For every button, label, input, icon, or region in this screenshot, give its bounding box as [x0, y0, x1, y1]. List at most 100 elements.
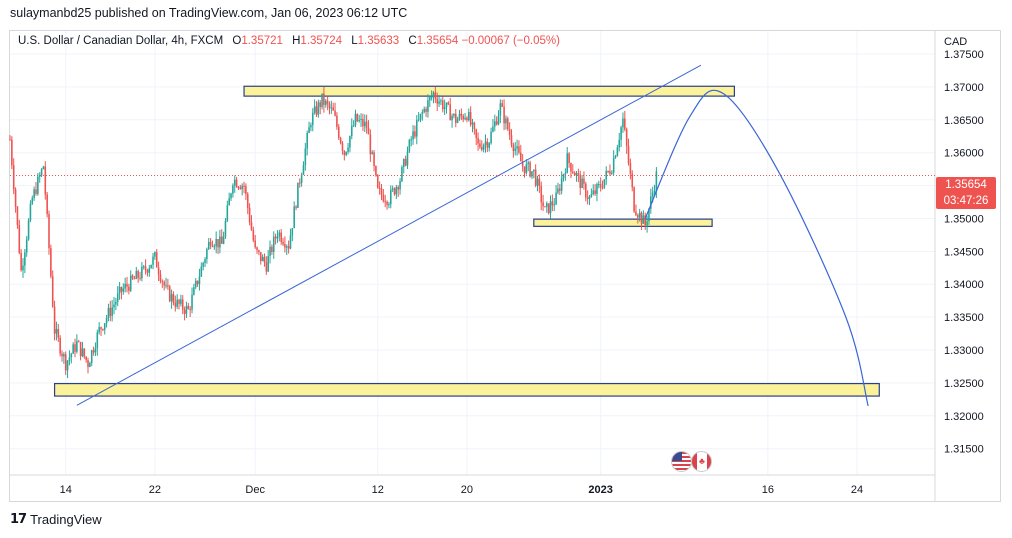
candle-down	[495, 121, 498, 125]
candle-up	[651, 192, 654, 197]
candle-down	[629, 163, 632, 174]
candle-down	[315, 106, 318, 115]
candle-down	[211, 245, 214, 247]
candle-down	[57, 328, 60, 338]
tradingview-brand[interactable]: 17 TradingView	[10, 512, 102, 527]
candle-up	[33, 189, 35, 199]
candle-up	[302, 165, 305, 175]
candle-up	[560, 178, 563, 191]
candle-up	[412, 131, 414, 140]
candle-down	[486, 141, 489, 148]
candle-down	[479, 143, 481, 148]
candle-down	[627, 146, 630, 164]
candle-down	[544, 206, 546, 208]
candle-up	[443, 107, 446, 110]
candle-down	[256, 247, 258, 251]
candle-down	[235, 179, 238, 188]
candle-up	[596, 184, 598, 194]
candle-down	[263, 256, 266, 263]
candle-down	[282, 241, 284, 245]
candle-down	[274, 236, 277, 239]
currency-flags[interactable]: ♣	[670, 451, 714, 473]
candle-down	[529, 162, 531, 177]
candle-down	[144, 266, 147, 271]
candle-down	[92, 350, 95, 353]
y-tick-label: 1.35000	[944, 213, 984, 225]
candle-up	[150, 264, 152, 269]
candle-up	[306, 133, 308, 149]
candle-down	[250, 222, 253, 231]
candle-up	[135, 271, 138, 279]
candle-up	[116, 293, 119, 302]
candle-up	[427, 100, 429, 112]
trendline	[76, 64, 702, 406]
candle-up	[269, 246, 271, 257]
candle-down	[265, 262, 268, 272]
candle-down	[209, 241, 212, 246]
candle-down	[449, 104, 452, 121]
axis-currency-label: CAD	[944, 36, 967, 48]
candle-down	[146, 270, 149, 273]
candle-down	[246, 194, 249, 209]
candle-up	[612, 157, 615, 173]
candle-down	[521, 161, 524, 167]
candle-down	[633, 187, 635, 212]
candle-up	[68, 357, 71, 361]
candle-up	[417, 119, 420, 121]
candle-down	[64, 354, 67, 371]
candle-down	[271, 246, 273, 252]
candle-down	[128, 286, 130, 291]
candle-down	[189, 308, 191, 310]
candle-down	[319, 102, 321, 107]
candle-down	[518, 146, 520, 153]
candle-down	[508, 129, 511, 136]
candle-down	[248, 208, 251, 223]
candle-up	[293, 206, 295, 229]
candle-up	[605, 170, 608, 180]
y-tick-label: 1.36000	[944, 148, 984, 160]
low-value: 1.35633	[357, 35, 400, 47]
candle-down	[61, 353, 63, 357]
candle-down	[436, 98, 439, 104]
candle-down	[397, 187, 400, 190]
x-tick-label: 20	[461, 484, 473, 496]
chart-legend: U.S. Dollar / Canadian Dollar, 4h, FXCM …	[18, 35, 560, 47]
candle-up	[22, 265, 24, 271]
candle-down	[239, 187, 242, 189]
candle-up	[497, 115, 500, 125]
candle-down	[375, 166, 377, 176]
candle-up	[618, 139, 621, 148]
last-price-value: 1.35654	[945, 179, 987, 191]
candle-up	[453, 113, 455, 116]
candle-down	[644, 215, 647, 226]
candle-up	[241, 185, 243, 189]
candle-up	[207, 241, 210, 250]
candle-down	[378, 187, 381, 189]
candle-down	[172, 294, 175, 303]
candle-up	[516, 146, 518, 149]
candle-up	[122, 288, 125, 292]
y-tick-label: 1.34000	[944, 279, 984, 291]
candle-down	[157, 267, 160, 275]
candle-up	[653, 190, 656, 193]
candle-up	[219, 236, 221, 248]
candle-down	[542, 202, 544, 207]
candle-down	[547, 203, 550, 214]
high-label: H	[292, 35, 301, 47]
candle-down	[287, 246, 290, 249]
candle-down	[635, 211, 637, 216]
candle-up	[321, 93, 323, 107]
candle-down	[534, 169, 537, 186]
candle-down	[332, 107, 334, 111]
candle-up	[620, 127, 622, 140]
candle-up	[38, 175, 41, 177]
candle-up	[228, 198, 230, 206]
candle-down	[259, 252, 262, 262]
candle-down	[523, 166, 526, 174]
candle-up	[124, 283, 126, 289]
candle-up	[165, 285, 167, 287]
x-tick-label: 22	[149, 484, 161, 496]
candle-up	[118, 287, 121, 294]
candle-up	[391, 188, 394, 190]
